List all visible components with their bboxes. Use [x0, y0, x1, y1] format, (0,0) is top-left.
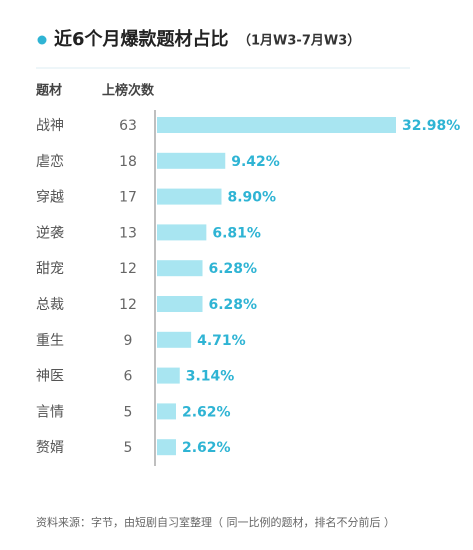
value-label: 6.28% [209, 297, 258, 313]
category-label: 战神 [36, 118, 64, 134]
value-label: 4.71% [197, 333, 246, 349]
bar [157, 152, 226, 169]
count-label: 18 [119, 154, 137, 170]
count-label: 5 [124, 404, 133, 420]
value-label: 6.28% [209, 261, 258, 277]
category-label: 神医 [36, 369, 64, 385]
count-label: 6 [124, 369, 133, 385]
chart-subtitle: （1月W3-7月W3） [238, 33, 360, 49]
category-label: 赘婿 [36, 439, 64, 456]
bar [157, 331, 192, 348]
title-dot [37, 35, 47, 45]
bar [157, 367, 180, 384]
count-label: 12 [119, 261, 137, 277]
chart-title: 近6个月爆款题材占比 [54, 28, 229, 50]
category-label: 言情 [36, 404, 64, 420]
bar [157, 439, 176, 456]
value-label: 2.62% [182, 440, 231, 456]
bar [157, 117, 396, 133]
source-note: 资料来源：字节，由短剧自习室整理（ 同一比例的题材，排名不分前后 ） [36, 515, 395, 529]
bar [157, 188, 222, 205]
bar [157, 224, 207, 241]
value-label: 6.81% [212, 225, 261, 241]
category-label: 重生 [36, 333, 64, 349]
value-label: 9.42% [231, 154, 280, 170]
category-label: 虐恋 [36, 153, 64, 170]
value-label: 8.90% [227, 190, 276, 206]
bar [157, 403, 176, 420]
count-label: 63 [119, 118, 137, 134]
value-label: 32.98% [402, 118, 460, 134]
count-label: 17 [119, 190, 137, 206]
column-header: 题材 [36, 83, 62, 99]
column-header: 上榜次数 [102, 83, 155, 99]
count-label: 13 [119, 225, 137, 241]
category-label: 穿越 [36, 190, 64, 206]
bar [157, 296, 203, 312]
count-label: 9 [124, 333, 133, 349]
value-label: 2.62% [182, 404, 231, 420]
bar [157, 260, 203, 277]
category-label: 总裁 [36, 297, 64, 313]
value-label: 3.14% [186, 369, 235, 385]
category-label: 甜宠 [36, 261, 64, 277]
category-label: 逆袭 [36, 225, 64, 241]
count-label: 5 [124, 440, 133, 456]
count-label: 12 [119, 297, 137, 313]
